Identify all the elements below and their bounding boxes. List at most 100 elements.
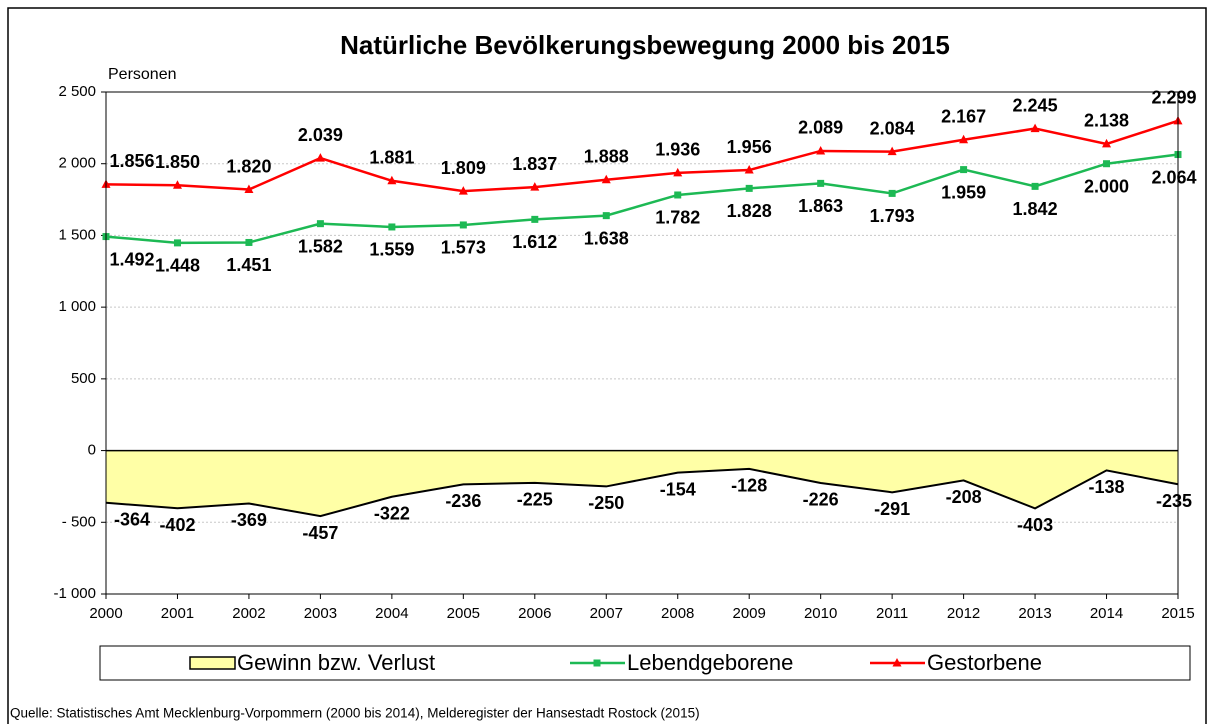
x-tick-label: 2006: [518, 605, 551, 622]
data-label: 1.638: [584, 228, 629, 248]
series-line: [105, 119, 1179, 193]
x-tick-label: 2014: [1090, 605, 1123, 622]
y-tick-label: 1 500: [58, 226, 96, 243]
y-tick-label: - 500: [62, 513, 96, 530]
data-label: 2.138: [1084, 111, 1129, 131]
marker: [960, 166, 968, 174]
data-label: 1.936: [655, 140, 700, 160]
data-label: 1.850: [155, 152, 200, 172]
marker: [888, 189, 896, 197]
area-line: [105, 467, 1179, 518]
data-label: -225: [517, 490, 553, 510]
data-label: 1.842: [1013, 199, 1058, 219]
legend-box: [99, 645, 1191, 681]
data-label: 1.559: [369, 240, 414, 260]
frame: [7, 7, 1207, 724]
data-label: 1.881: [369, 148, 414, 168]
data-label: -235: [1156, 491, 1192, 511]
marker: [245, 238, 253, 246]
marker: [173, 239, 181, 247]
legend-marker: [593, 659, 601, 667]
marker: [817, 179, 825, 187]
y-tick-label: 1 000: [58, 298, 96, 315]
marker: [531, 215, 539, 223]
x-tick-label: 2002: [232, 605, 265, 622]
data-label: 1.612: [512, 232, 557, 252]
marker: [887, 146, 897, 156]
data-label: -364: [114, 510, 150, 530]
marker: [388, 223, 396, 231]
data-label: -322: [374, 504, 410, 524]
marker: [1030, 123, 1040, 133]
data-label: 2.245: [1013, 95, 1058, 115]
legend-label: Lebendgeborene: [627, 650, 793, 675]
data-label: 1.451: [226, 255, 271, 275]
marker: [959, 134, 969, 144]
data-label: -291: [874, 499, 910, 519]
data-label: -154: [660, 479, 696, 499]
data-label: 1.863: [798, 196, 843, 216]
x-tick-label: 2003: [304, 605, 337, 622]
marker: [1102, 138, 1112, 148]
x-tick-label: 2012: [947, 605, 980, 622]
marker: [744, 165, 754, 174]
marker: [458, 186, 468, 195]
y-tick-label: 2 000: [58, 155, 96, 172]
source-note: Quelle: Statistisches Amt Mecklenburg-Vo…: [10, 706, 700, 721]
data-label: 1.956: [727, 137, 772, 157]
y-axis-label: Personen: [108, 66, 177, 83]
marker: [172, 180, 182, 189]
marker: [1103, 160, 1111, 168]
data-label: -208: [946, 487, 982, 507]
x-tick-label: 2008: [661, 605, 694, 622]
x-tick-label: 2004: [375, 605, 408, 622]
data-label: 2.064: [1151, 167, 1196, 187]
data-label: 1.828: [727, 201, 772, 221]
marker: [602, 212, 610, 220]
legend-swatch: [189, 656, 236, 670]
data-label: 2.000: [1084, 176, 1129, 196]
marker: [459, 221, 467, 229]
data-label: 1.582: [298, 236, 343, 256]
x-tick-label: 2005: [447, 605, 480, 622]
series-line: [105, 153, 1179, 245]
marker: [315, 153, 325, 162]
data-label: -236: [445, 491, 481, 511]
marker: [745, 184, 753, 192]
data-label: -403: [1017, 515, 1053, 535]
x-tick-label: 2010: [804, 605, 837, 622]
marker: [673, 167, 683, 177]
data-label: 1.492: [109, 249, 154, 269]
data-label: -138: [1089, 477, 1125, 497]
data-label: -369: [231, 510, 267, 530]
data-label: -402: [159, 515, 195, 535]
data-label: 1.820: [226, 156, 271, 176]
marker: [816, 145, 826, 155]
data-label: 2.167: [941, 107, 986, 127]
area-fill: [106, 450, 1178, 517]
x-tick-label: 2011: [876, 605, 908, 622]
data-label: -457: [302, 523, 338, 543]
data-label: 1.837: [512, 154, 557, 174]
x-tick-label: 2001: [161, 605, 194, 622]
y-tick-label: 500: [71, 370, 96, 387]
marker: [316, 220, 324, 228]
marker: [530, 182, 540, 191]
y-tick-label: 2 500: [58, 83, 96, 100]
marker: [674, 191, 682, 199]
marker: [601, 174, 611, 184]
marker: [387, 175, 397, 185]
x-tick-label: 2015: [1161, 605, 1194, 622]
data-label: 1.959: [941, 182, 986, 202]
data-label: 2.299: [1151, 88, 1196, 108]
legend-marker: [892, 658, 902, 667]
data-label: -226: [803, 490, 839, 510]
data-label: 1.856: [109, 151, 154, 171]
x-tick-label: 2009: [733, 605, 766, 622]
legend-label: Gestorbene: [927, 650, 1042, 675]
marker: [244, 184, 254, 194]
data-label: -128: [731, 476, 767, 496]
data-label: 2.039: [298, 125, 343, 145]
data-label: -250: [588, 493, 624, 513]
